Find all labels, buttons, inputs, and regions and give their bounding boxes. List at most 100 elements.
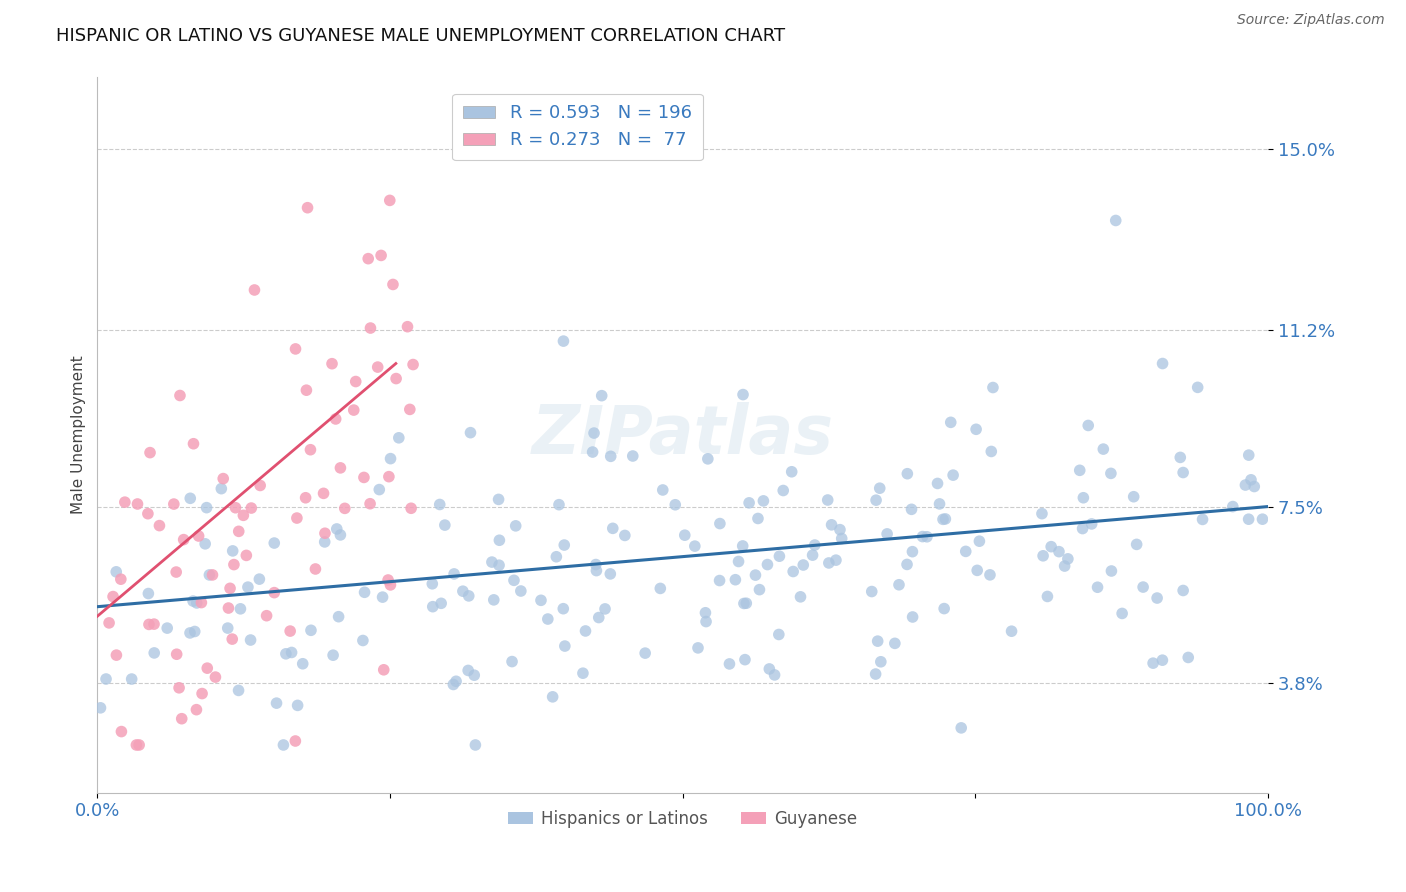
Point [1077,418,1099,433]
Point [353,585,375,599]
Point [695,615,717,629]
Point [291,657,314,671]
Point [772,483,794,498]
Point [548,498,571,512]
Point [733,597,755,611]
Point [980,444,1002,458]
Point [138,586,160,600]
Point [273,738,295,752]
Point [585,564,607,578]
Point [1177,650,1199,665]
Point [333,501,356,516]
Point [731,387,754,401]
Point [183,436,205,450]
Point [503,574,526,588]
Point [143,617,166,632]
Point [381,277,404,292]
Point [621,449,644,463]
Point [582,426,605,441]
Point [744,568,766,582]
Point [634,646,657,660]
Point [887,578,910,592]
Point [312,486,335,500]
Point [801,548,824,562]
Point [89,701,111,715]
Point [865,667,887,681]
Point [488,533,510,548]
Point [239,633,262,648]
Point [613,528,636,542]
Point [98,615,121,630]
Point [900,502,922,516]
Point [591,389,613,403]
Point [727,554,749,568]
Point [1111,607,1133,621]
Point [299,624,322,638]
Point [221,632,243,646]
Point [378,194,401,208]
Point [187,529,209,543]
Point [370,248,392,262]
Point [249,478,271,492]
Point [225,500,247,515]
Point [1036,590,1059,604]
Point [686,640,709,655]
Point [441,677,464,691]
Point [222,558,245,572]
Point [1142,656,1164,670]
Point [763,668,786,682]
Point [718,657,741,671]
Point [1125,537,1147,551]
Point [553,538,575,552]
Point [488,558,510,573]
Point [256,608,278,623]
Point [373,663,395,677]
Point [228,683,250,698]
Point [488,492,510,507]
Point [451,584,474,599]
Point [198,568,221,582]
Point [125,738,148,752]
Point [328,609,350,624]
Point [110,724,132,739]
Point [1031,507,1053,521]
Point [955,544,977,558]
Point [896,558,918,572]
Text: Source: ZipAtlas.com: Source: ZipAtlas.com [1237,13,1385,28]
Point [194,537,217,551]
Point [280,645,302,659]
Point [344,375,367,389]
Text: ZIPatlas: ZIPatlas [531,402,834,468]
Point [966,563,988,577]
Point [1069,463,1091,477]
Point [505,519,527,533]
Point [186,703,208,717]
Point [195,500,218,515]
Point [163,497,186,511]
Point [869,655,891,669]
Point [541,690,564,704]
Point [1092,442,1115,456]
Text: HISPANIC OR LATINO VS GUYANESE MALE UNEMPLOYMENT CORRELATION CHART: HISPANIC OR LATINO VS GUYANESE MALE UNEM… [56,27,786,45]
Point [979,567,1001,582]
Point [896,467,918,481]
Point [114,495,136,509]
Point [105,648,128,662]
Point [1171,466,1194,480]
Point [869,481,891,495]
Point [444,674,467,689]
Point [457,664,479,678]
Point [1080,516,1102,531]
Point [209,482,232,496]
Point [191,687,214,701]
Point [1099,564,1122,578]
Point [274,647,297,661]
Y-axis label: Male Unemployment: Male Unemployment [72,356,86,515]
Point [768,549,790,564]
Point [695,606,717,620]
Point [574,624,596,638]
Point [1032,549,1054,563]
Point [1122,490,1144,504]
Point [599,450,621,464]
Point [709,574,731,588]
